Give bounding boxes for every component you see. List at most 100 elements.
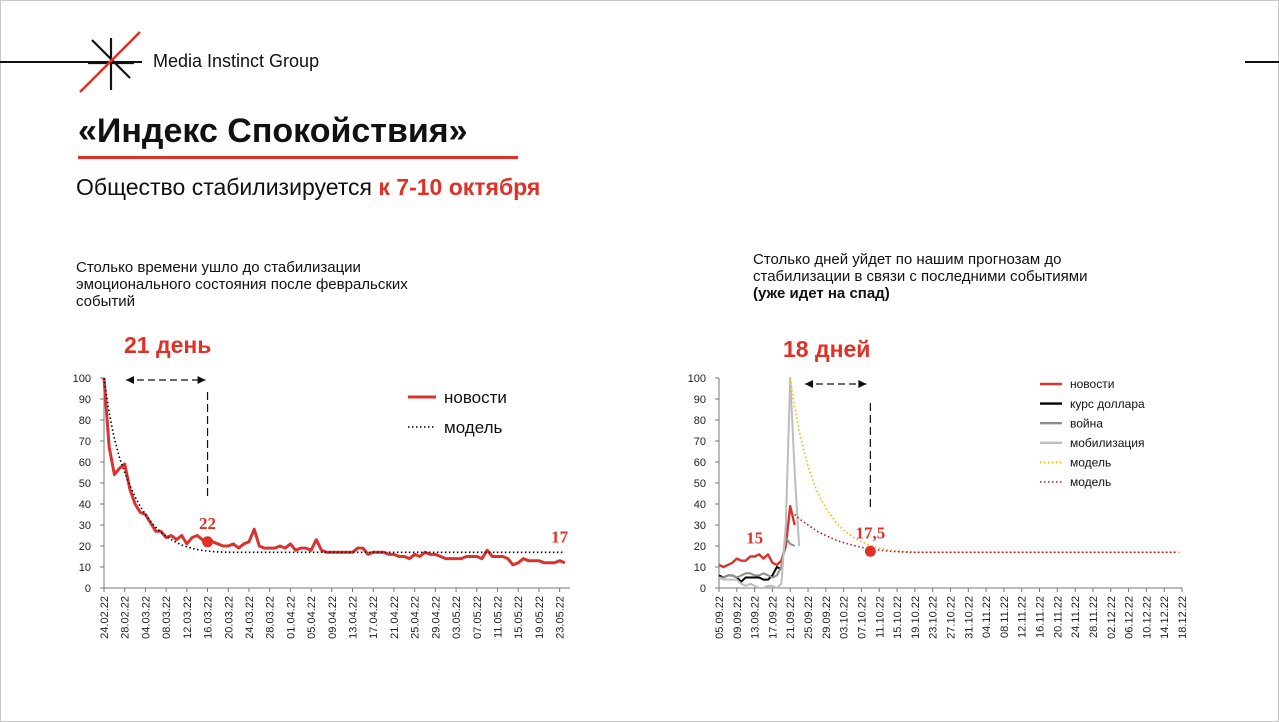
chart2-x-tick-label: 08.11.22 — [999, 596, 1011, 638]
chart2-x-tick-label: 27.10.22 — [946, 596, 958, 639]
chart1-x-tick-label: 04.03.22 — [140, 596, 152, 639]
chart2-annotation-label: 17,5 — [855, 523, 885, 542]
chart1-series-1-line — [102, 377, 566, 567]
chart2-y-tick-label: 90 — [694, 394, 706, 406]
chart1-y-tick-label: 60 — [79, 457, 91, 469]
chart2-y-tick-label: 40 — [694, 499, 706, 511]
chart1-x-tick-label: 07.05.22 — [472, 596, 484, 639]
chart2-y-tick-label: 30 — [694, 520, 706, 532]
chart1-x-tick-label: 13.04.22 — [348, 596, 360, 639]
chart1-annotation-dot — [202, 536, 214, 548]
chart1-annotation-label: 22 — [199, 514, 216, 533]
chart1-x-tick-label: 28.02.22 — [120, 596, 132, 639]
header-rule-right — [1245, 61, 1279, 63]
chart2-x-tick-label: 06.12.22 — [1124, 596, 1136, 639]
chart1-legend-label: новости — [444, 388, 507, 407]
chart2-x-tick-label: 18.12.22 — [1177, 596, 1189, 639]
chart1-annotation-label: 17 — [551, 527, 569, 546]
chart1-x-tick-label: 28.03.22 — [265, 596, 277, 639]
company-name: Media Instinct Group — [153, 51, 320, 71]
chart2-y-tick-label: 70 — [694, 436, 706, 448]
chart1-x-tick-label: 25.04.22 — [410, 596, 422, 639]
right-chart-note-bold: (уже идет на спад) — [753, 285, 890, 302]
chart2-x-tick-label: 28.11.22 — [1088, 596, 1100, 638]
chart1-y-tick-label: 90 — [79, 394, 91, 406]
chart1-x-tick-label: 16.03.22 — [203, 596, 215, 639]
chart1-x-tick-label: 08.03.22 — [161, 596, 173, 639]
chart2-x-tick-label: 11.10.22 — [874, 596, 886, 638]
chart1-x-tick-label: 24.02.22 — [99, 596, 111, 639]
subtitle-text: Общество стабилизируется — [76, 174, 379, 200]
chart1-y-tick-label: 50 — [79, 478, 91, 490]
subtitle-highlight: к 7-10 октября — [378, 174, 541, 200]
chart1-legend-label: модель — [444, 418, 502, 437]
chart2-x-tick-label: 15.10.22 — [892, 596, 904, 639]
chart2-x-tick-label: 07.10.22 — [856, 596, 868, 639]
chart1-y-tick-label: 40 — [79, 499, 91, 511]
chart2-x-tick-label: 20.11.22 — [1052, 596, 1064, 638]
chart1-y-tick-label: 20 — [79, 541, 91, 553]
chart2-x-tick-label: 14.12.22 — [1159, 596, 1171, 639]
chart2-x-tick-label: 13.09.22 — [750, 596, 762, 639]
chart1-y-tick-label: 80 — [79, 415, 91, 427]
company-logo-icon — [79, 31, 141, 93]
chart2-x-tick-label: 02.12.22 — [1106, 596, 1118, 639]
chart2-y-tick-label: 100 — [688, 373, 706, 385]
chart1-span-arrowhead-left — [126, 376, 134, 384]
chart2-x-tick-label: 24.11.22 — [1070, 596, 1082, 638]
left-days-label: 21 день — [124, 332, 212, 358]
chart2-legend-label: курс доллара — [1070, 397, 1145, 411]
chart1-y-tick-label: 100 — [73, 373, 91, 385]
chart2-x-tick-label: 04.11.22 — [981, 596, 993, 638]
chart1-x-tick-label: 24.03.22 — [244, 596, 256, 639]
chart2-y-tick-label: 50 — [694, 478, 706, 490]
title-underline — [78, 156, 518, 159]
chart2-y-tick-label: 80 — [694, 415, 706, 427]
chart1-y-tick-label: 30 — [79, 520, 91, 532]
chart2-x-tick-label: 09.09.22 — [732, 596, 744, 639]
chart1-y-tick-label: 10 — [79, 562, 91, 574]
chart1-x-tick-label: 12.03.22 — [182, 596, 194, 639]
chart2-x-tick-label: 10.12.22 — [1141, 596, 1153, 639]
page-subtitle: Общество стабилизируется к 7-10 октября — [76, 174, 540, 201]
chart2-y-tick-label: 60 — [694, 457, 706, 469]
chart2-annotation-label: 15 — [746, 529, 763, 548]
chart2-y-tick-label: 10 — [694, 562, 706, 574]
chart1-x-tick-label: 15.05.22 — [513, 596, 525, 639]
chart1-x-tick-label: 21.04.22 — [389, 596, 401, 639]
chart2-x-tick-label: 21.09.22 — [785, 596, 797, 639]
chart2-y-tick-label: 20 — [694, 541, 706, 553]
chart1-x-tick-label: 17.04.22 — [368, 596, 380, 639]
page-title: «Индекс Спокойствия» — [78, 112, 468, 150]
chart1-x-tick-label: 29.04.22 — [430, 596, 442, 639]
chart2-y-tick-label: 0 — [700, 583, 706, 595]
chart2-x-tick-label: 25.09.22 — [803, 596, 815, 639]
chart2-x-tick-label: 16.11.22 — [1035, 596, 1047, 638]
chart1-x-tick-label: 20.03.22 — [223, 596, 235, 639]
chart2-legend-label: мобилизация — [1070, 436, 1144, 450]
chart1-x-tick-label: 09.04.22 — [327, 596, 339, 639]
chart2-series-6-line — [794, 513, 1178, 554]
chart2-legend-label: новости — [1070, 377, 1114, 391]
chart2-x-tick-label: 05.09.22 — [714, 596, 726, 639]
chart1-y-tick-label: 0 — [85, 583, 91, 595]
chart2-legend-label: модель — [1070, 456, 1111, 470]
chart1-x-tick-label: 01.04.22 — [285, 596, 297, 639]
right-days-label: 18 дней — [783, 336, 871, 362]
chart2-x-tick-label: 29.09.22 — [821, 596, 833, 639]
chart1-x-tick-label: 23.05.22 — [555, 596, 567, 639]
left-chart-note: Столько времени ушло до стабилизации эмо… — [76, 259, 408, 310]
chart2-span-arrowhead-right — [858, 380, 867, 388]
chart2-x-tick-label: 03.10.22 — [839, 596, 851, 639]
chart2-annotation-dot — [864, 545, 876, 557]
chart2-x-tick-label: 31.10.22 — [963, 596, 975, 639]
chart2-legend-label: война — [1070, 416, 1103, 430]
chart1-y-tick-label: 70 — [79, 436, 91, 448]
chart1-x-tick-label: 19.05.22 — [534, 596, 546, 639]
chart2-x-tick-label: 19.10.22 — [910, 596, 922, 639]
chart2-x-tick-label: 17.09.22 — [767, 596, 779, 639]
chart2-x-tick-label: 23.10.22 — [928, 596, 940, 639]
header-rule-left — [0, 61, 142, 63]
right-chart-note: Столько дней уйдет по нашим прогнозам до… — [753, 251, 1133, 302]
